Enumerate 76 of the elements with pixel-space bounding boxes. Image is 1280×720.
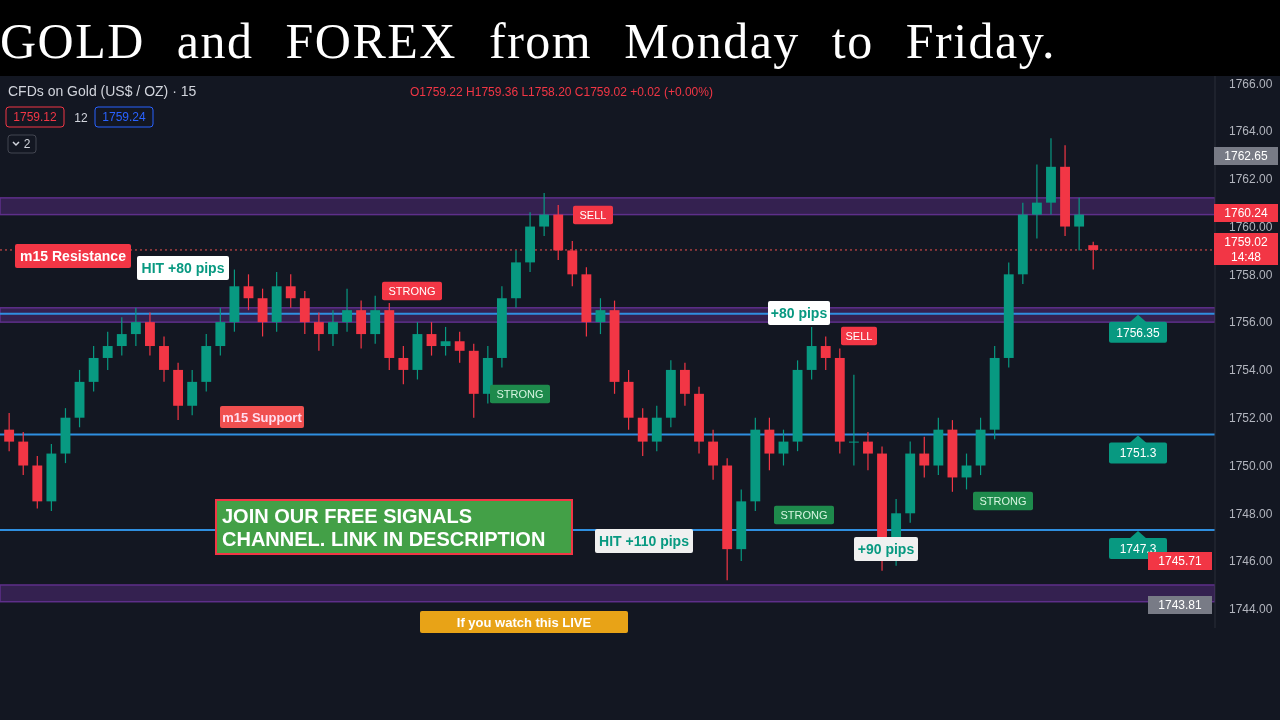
annotation: m15 Resistance: [20, 248, 127, 265]
candlestick: [356, 300, 367, 350]
candlestick: [285, 273, 296, 309]
ref-line-label: 1756.35: [1116, 325, 1161, 340]
annotation: CFDs on Gold (US$ / OZ) · 15: [8, 83, 197, 99]
candlestick: [299, 290, 310, 335]
annotation: STRONG: [388, 284, 436, 297]
candlestick: [328, 309, 338, 347]
candlestick: [820, 335, 831, 371]
annotation: STRONG: [496, 387, 544, 400]
annotation: JOIN OUR FREE SIGNALS CHANNEL. LINK IN DESCRIPTION: [222, 505, 546, 550]
candlestick: [116, 316, 127, 357]
candlestick: [440, 326, 451, 357]
annotation: 1743.81: [1158, 598, 1203, 612]
candlestick: [806, 326, 817, 381]
candlestick: [243, 273, 254, 311]
candlestick: [18, 431, 29, 476]
candlestick: [1088, 241, 1099, 271]
candlestick: [398, 345, 409, 385]
candlestick: [342, 288, 352, 333]
candlestick: [426, 321, 437, 357]
ref-line-label: 1751.3: [1119, 446, 1157, 461]
candlestick: [651, 405, 662, 452]
annotation: SELL: [579, 208, 607, 221]
candlestick: [145, 311, 155, 357]
y-tick-label: 1764.00: [1229, 124, 1273, 139]
annotation: STRONG: [780, 508, 828, 521]
candlestick: [159, 335, 169, 383]
candlestick: [637, 407, 648, 457]
text: 1759.02: [1224, 235, 1269, 249]
candlestick: [595, 297, 606, 335]
candlestick: [680, 362, 690, 407]
text: 1762.65: [1224, 149, 1269, 163]
candlestick: [764, 417, 775, 471]
annotation: If you watch this LIVE: [456, 614, 592, 630]
candlestick: [919, 436, 930, 479]
chart-title: GOLD and FOREX from Monday to Friday.: [0, 13, 1057, 69]
candlestick: [539, 192, 550, 237]
candlestick: [708, 429, 719, 481]
candlestick: [370, 295, 381, 345]
candlestick: [102, 331, 113, 371]
candlestick: [4, 412, 15, 452]
candlestick: [313, 311, 324, 352]
y-tick-label: 1746.00: [1229, 554, 1273, 569]
annotation: 2: [23, 137, 31, 151]
candlestick: [863, 431, 873, 471]
candlestick: [848, 374, 859, 467]
y-tick-label: 1766.00: [1229, 76, 1273, 91]
y-tick-label: 1760.00: [1229, 219, 1273, 234]
candlestick: [1074, 197, 1085, 252]
y-tick-label: 1752.00: [1229, 411, 1273, 426]
candlestick: [187, 369, 198, 416]
annotation: 1759.12: [13, 110, 58, 124]
candlestick: [215, 307, 226, 357]
candlestick: [130, 307, 141, 347]
candlestick: [778, 429, 789, 467]
annotation: 1759.24: [102, 110, 147, 124]
text: 1760.24: [1224, 206, 1269, 220]
y-tick-label: 1756.00: [1229, 315, 1273, 330]
y-tick-label: 1762.00: [1229, 172, 1273, 187]
annotation: 12: [74, 111, 88, 125]
y-tick-label: 1748.00: [1229, 506, 1273, 521]
annotation: O1759.22 H1759.36 L1758.20 C1759.02 +0.02 (+0.00%): [410, 85, 713, 99]
annotation: 1745.71: [1158, 554, 1203, 568]
y-tick-label: 1750.00: [1229, 458, 1273, 473]
text: 14:48: [1230, 250, 1262, 264]
ref-line-label: 1747.3: [1119, 542, 1157, 557]
candlestick: [257, 288, 268, 338]
y-tick-label: 1744.00: [1229, 602, 1273, 617]
annotation: STRONG: [979, 494, 1027, 507]
y-tick-label: 1758.00: [1229, 267, 1273, 282]
y-tick-label: 1754.00: [1229, 363, 1273, 378]
candlestick: [88, 345, 99, 393]
candlestick: [567, 240, 578, 287]
candlestick: [1031, 163, 1042, 240]
candlestick: [454, 331, 465, 364]
